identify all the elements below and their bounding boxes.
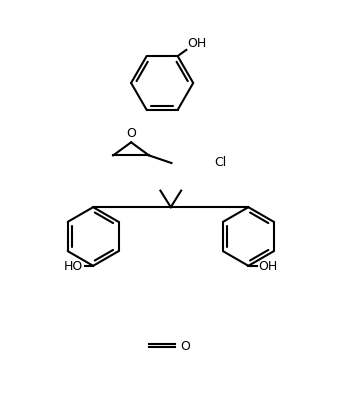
Text: OH: OH (258, 260, 278, 273)
Text: O: O (180, 339, 190, 352)
Text: O: O (126, 126, 136, 139)
Text: OH: OH (188, 37, 207, 50)
Text: Cl: Cl (214, 156, 226, 169)
Text: HO: HO (64, 260, 83, 273)
